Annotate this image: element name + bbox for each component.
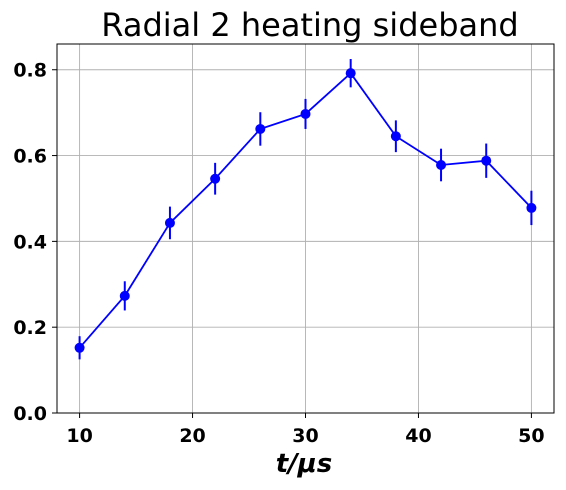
chart-title: Radial 2 heating sideband (101, 6, 518, 44)
x-tick-label: 20 (179, 425, 205, 447)
y-tick-label: 0.0 (13, 403, 47, 425)
data-point (526, 202, 537, 213)
data-point (345, 68, 356, 79)
data-point (119, 290, 130, 301)
x-axis: 10 20 30 40 50 (66, 413, 545, 447)
y-tick-label: 0.4 (13, 231, 47, 253)
x-tick-label: 40 (405, 425, 431, 447)
x-axis-label: t/μs (276, 449, 333, 479)
data-point (436, 159, 447, 170)
y-tick-label: 0.6 (13, 146, 47, 168)
data-point (164, 217, 175, 228)
x-tick-label: 10 (66, 425, 92, 447)
y-tick-label: 0.2 (13, 317, 47, 339)
data-point (74, 342, 85, 353)
y-axis: 0.0 0.2 0.4 0.6 0.8 (13, 60, 57, 425)
x-tick-label: 50 (518, 425, 544, 447)
y-tick-label: 0.8 (13, 60, 47, 82)
x-tick-label: 30 (292, 425, 318, 447)
data-point (300, 108, 311, 119)
data-point (390, 131, 401, 142)
data-point (255, 123, 266, 134)
data-point (210, 173, 221, 184)
data-series (74, 59, 537, 360)
data-point (481, 155, 492, 166)
